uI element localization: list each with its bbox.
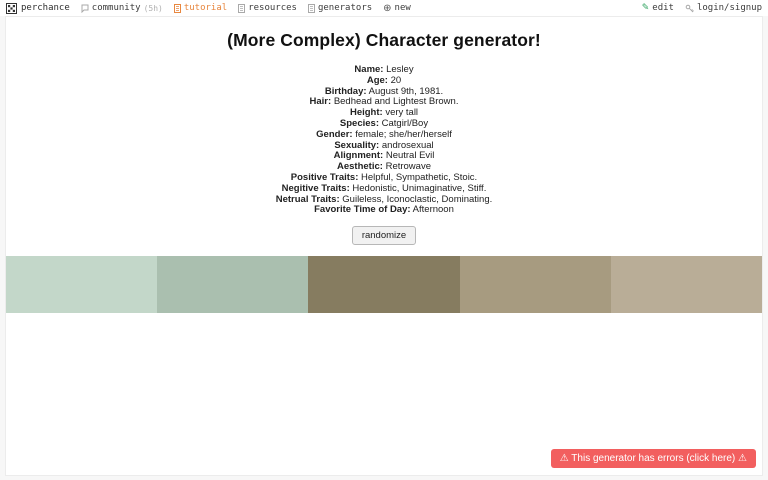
speech-bubble-icon bbox=[81, 4, 89, 13]
generator-output-panel: (More Complex) Character generator! Name… bbox=[5, 16, 763, 476]
field-value: Hedonistic, Unimaginative, Stiff. bbox=[352, 182, 487, 194]
field-label: Positive Traits: bbox=[290, 171, 359, 183]
color-swatch bbox=[459, 256, 611, 314]
field-label: Species: bbox=[339, 117, 379, 129]
character-field-row: Birthday: August 9th, 1981. bbox=[6, 85, 762, 98]
nav-item-label: edit bbox=[652, 3, 674, 13]
color-swatch bbox=[308, 256, 460, 314]
perchance-home-link[interactable]: perchance bbox=[6, 2, 70, 14]
field-label: Aesthetic: bbox=[337, 161, 383, 173]
nav-item-resources[interactable]: resources bbox=[238, 3, 297, 13]
field-value: Helpful, Sympathetic, Stoic. bbox=[361, 171, 478, 183]
nav-item-label: resources bbox=[248, 3, 297, 13]
key-icon bbox=[685, 4, 694, 13]
field-label: Negitive Traits: bbox=[281, 182, 350, 194]
field-label: Hair: bbox=[309, 96, 332, 108]
field-value: Bedhead and Lightest Brown. bbox=[333, 96, 459, 108]
field-label: Name: bbox=[354, 64, 384, 75]
generator-title: (More Complex) Character generator! bbox=[227, 30, 541, 50]
field-value: androsexual bbox=[381, 139, 434, 151]
field-label: Age: bbox=[366, 74, 388, 86]
character-field-row: Alignment: Neutral Evil bbox=[6, 150, 762, 162]
nav-item-login-signup[interactable]: login/signup bbox=[685, 3, 762, 13]
field-label: Birthday: bbox=[324, 85, 367, 97]
field-value: Guileless, Iconoclastic, Dominating. bbox=[342, 193, 493, 205]
nav-item-tutorial[interactable]: tutorial bbox=[173, 3, 228, 13]
nav-item-community[interactable]: community (5h) bbox=[81, 3, 163, 13]
nav-item-label: generators bbox=[317, 3, 373, 13]
field-value: Retrowave bbox=[385, 161, 431, 173]
character-field-row: Sexuality: androsexual bbox=[6, 139, 762, 152]
randomize-button[interactable]: randomize bbox=[351, 226, 417, 246]
nav-item-edit[interactable]: ✎ edit bbox=[642, 3, 674, 13]
character-fields: Name: Lesley Age: 20 Birthday: August 9th,… bbox=[6, 64, 762, 216]
field-label: Favorite Time of Day: bbox=[314, 204, 411, 216]
community-activity-badge: (5h) bbox=[143, 3, 163, 13]
randomize-row: randomize bbox=[6, 225, 762, 246]
pencil-icon: ✎ bbox=[641, 3, 650, 13]
field-value: Lesley bbox=[386, 64, 414, 75]
field-value: female; she/her/herself bbox=[355, 128, 452, 140]
character-field-row: Height: very tall bbox=[6, 107, 762, 119]
character-field-row: Aesthetic: Retrowave bbox=[6, 161, 762, 173]
nav-item-label: tutorial bbox=[183, 3, 228, 13]
field-value: Catgirl/Boy bbox=[381, 117, 429, 129]
character-field-row: Gender: female; she/her/herself bbox=[6, 128, 762, 141]
field-value: very tall bbox=[385, 107, 419, 119]
page-icon bbox=[173, 3, 181, 13]
plus-circle-icon: ⊕ bbox=[383, 2, 392, 14]
field-label: Height: bbox=[349, 107, 383, 119]
character-field-row: Hair: Bedhead and Lightest Brown. bbox=[6, 96, 762, 108]
field-label: Gender: bbox=[316, 128, 353, 140]
brand-text: perchance bbox=[21, 3, 70, 13]
page-icon bbox=[238, 3, 246, 13]
color-swatch bbox=[610, 256, 763, 314]
color-swatch-strip bbox=[6, 256, 763, 314]
nav-item-label: login/signup bbox=[696, 3, 762, 13]
nav-item-generators[interactable]: generators bbox=[307, 3, 373, 13]
character-field-row: Species: Catgirl/Boy bbox=[6, 117, 762, 130]
field-label: Alignment: bbox=[333, 150, 384, 162]
field-value: August 9th, 1981. bbox=[368, 85, 444, 97]
character-field-row: Age: 20 bbox=[6, 74, 762, 87]
nav-item-label: community bbox=[91, 3, 141, 13]
nav-item-new[interactable]: ⊕ new bbox=[383, 3, 411, 14]
field-value: Neutral Evil bbox=[385, 150, 435, 162]
color-swatch bbox=[157, 256, 309, 314]
error-banner-text: ⚠ This generator has errors (click here)… bbox=[559, 453, 747, 464]
page-icon bbox=[307, 3, 315, 13]
character-field-row: Netrual Traits: Guileless, Iconoclastic,… bbox=[6, 193, 762, 206]
character-field-row: Positive Traits: Helpful, Sympathetic, S… bbox=[6, 171, 762, 184]
color-swatch bbox=[6, 256, 158, 314]
character-field-row: Negitive Traits: Hedonistic, Unimaginati… bbox=[6, 182, 762, 195]
field-value: 20 bbox=[390, 74, 402, 86]
error-banner[interactable]: ⚠ This generator has errors (click here)… bbox=[550, 449, 756, 468]
field-label: Sexuality: bbox=[334, 139, 380, 151]
nav-item-label: new bbox=[394, 3, 411, 13]
character-field-row: Favorite Time of Day: Afternoon bbox=[6, 204, 762, 216]
perchance-logo-icon bbox=[6, 2, 17, 14]
top-nav: perchance community (5h) tutorial resour… bbox=[0, 0, 768, 16]
field-value: Afternoon bbox=[412, 204, 454, 216]
field-label: Netrual Traits: bbox=[275, 193, 340, 205]
character-field-row: Name: Lesley bbox=[6, 64, 762, 76]
